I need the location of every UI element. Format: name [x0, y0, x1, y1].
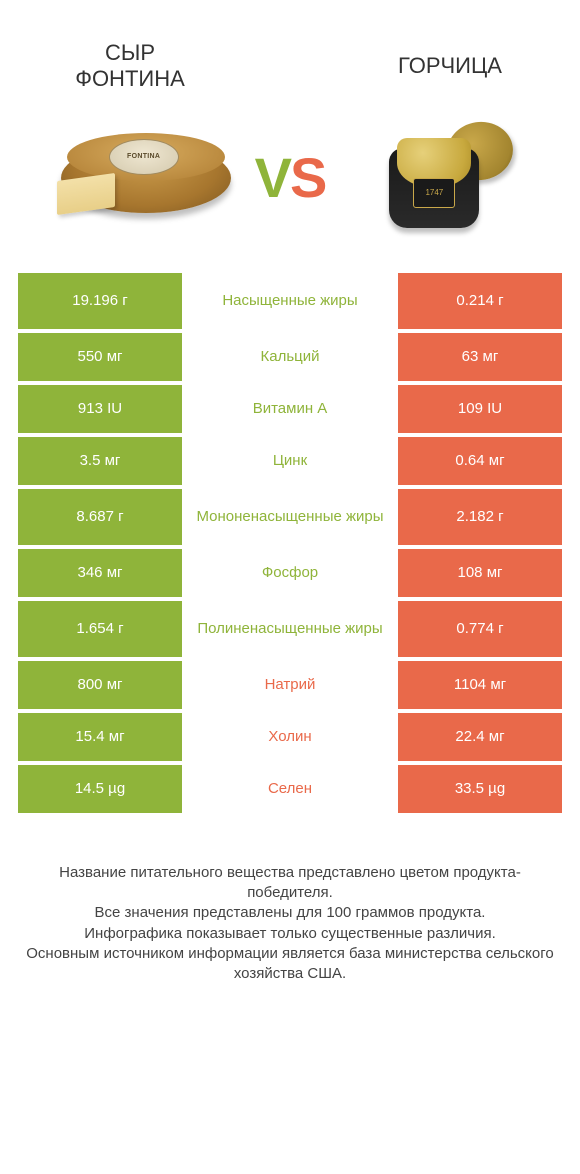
table-row: 913 IUВитамин A109 IU: [18, 385, 562, 437]
footer-notes: Название питательного вещества представл…: [0, 817, 580, 1025]
footer-line: Основным источником информации является …: [26, 944, 554, 985]
table-row: 1.654 гПолиненасыщенные жиры0.774 г: [18, 601, 562, 661]
right-value: 0.774 г: [398, 601, 562, 657]
table-row: 8.687 гМононенасыщенные жиры2.182 г: [18, 489, 562, 549]
left-product-image: FONTINA: [51, 113, 241, 243]
left-value: 3.5 мг: [18, 437, 182, 485]
mustard-jar-icon: 1747: [379, 118, 489, 238]
left-value: 14.5 µg: [18, 765, 182, 813]
cheese-label: FONTINA: [109, 139, 179, 175]
right-value: 0.214 г: [398, 273, 562, 329]
table-row: 15.4 мгХолин22.4 мг: [18, 713, 562, 765]
left-value: 1.654 г: [18, 601, 182, 657]
nutrient-label: Насыщенные жиры: [182, 273, 398, 329]
right-title-line1: Горчица: [350, 53, 550, 79]
left-product-title: Сыр Фонтина: [30, 40, 230, 93]
table-row: 346 мгФосфор108 мг: [18, 549, 562, 601]
nutrient-label: Кальций: [182, 333, 398, 381]
comparison-table: 19.196 гНасыщенные жиры0.214 г550 мгКаль…: [0, 273, 580, 817]
table-row: 14.5 µgСелен33.5 µg: [18, 765, 562, 817]
nutrient-label: Натрий: [182, 661, 398, 709]
table-row: 3.5 мгЦинк0.64 мг: [18, 437, 562, 489]
nutrient-label: Фосфор: [182, 549, 398, 597]
hero-row: FONTINA VS 1747: [0, 103, 580, 273]
nutrient-label: Полиненасыщенные жиры: [182, 601, 398, 657]
left-title-line1: Сыр: [30, 40, 230, 66]
left-value: 913 IU: [18, 385, 182, 433]
left-title-line2: Фонтина: [30, 66, 230, 92]
right-value: 1104 мг: [398, 661, 562, 709]
right-value: 108 мг: [398, 549, 562, 597]
footer-line: Название питательного вещества представл…: [26, 863, 554, 904]
jar-label: 1747: [413, 178, 455, 208]
right-value: 33.5 µg: [398, 765, 562, 813]
left-value: 8.687 г: [18, 489, 182, 545]
left-value: 550 мг: [18, 333, 182, 381]
left-value: 15.4 мг: [18, 713, 182, 761]
header: Сыр Фонтина Горчица: [0, 0, 580, 103]
table-row: 800 мгНатрий1104 мг: [18, 661, 562, 713]
right-value: 63 мг: [398, 333, 562, 381]
vs-s: S: [290, 146, 325, 209]
table-row: 550 мгКальций63 мг: [18, 333, 562, 385]
vs-label: VS: [241, 150, 340, 206]
left-value: 19.196 г: [18, 273, 182, 329]
table-row: 19.196 гНасыщенные жиры0.214 г: [18, 273, 562, 333]
right-value: 22.4 мг: [398, 713, 562, 761]
right-product-image: 1747: [339, 113, 529, 243]
right-value: 109 IU: [398, 385, 562, 433]
nutrient-label: Мононенасыщенные жиры: [182, 489, 398, 545]
left-value: 800 мг: [18, 661, 182, 709]
nutrient-label: Холин: [182, 713, 398, 761]
vs-v: V: [255, 146, 290, 209]
right-value: 2.182 г: [398, 489, 562, 545]
right-value: 0.64 мг: [398, 437, 562, 485]
footer-line: Все значения представлены для 100 граммо…: [26, 903, 554, 923]
footer-line: Инфографика показывает только существенн…: [26, 924, 554, 944]
nutrient-label: Витамин A: [182, 385, 398, 433]
nutrient-label: Селен: [182, 765, 398, 813]
right-product-title: Горчица: [350, 53, 550, 79]
nutrient-label: Цинк: [182, 437, 398, 485]
left-value: 346 мг: [18, 549, 182, 597]
cheese-wheel-icon: FONTINA: [61, 133, 231, 223]
